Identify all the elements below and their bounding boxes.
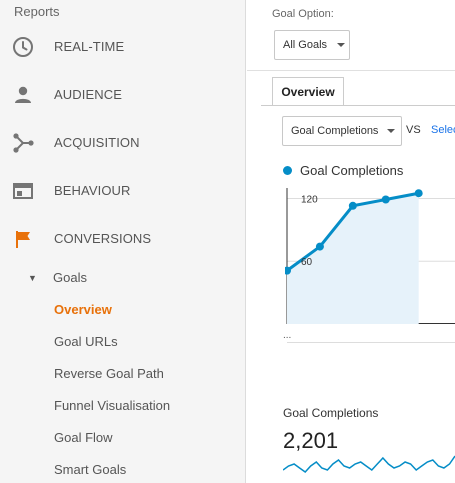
nav-label-conversions: CONVERSIONS xyxy=(54,230,152,246)
nav-label-behaviour: BEHAVIOUR xyxy=(54,182,131,198)
clock-icon xyxy=(12,36,34,58)
flag-icon xyxy=(12,228,34,250)
data-point xyxy=(348,201,357,210)
data-point xyxy=(381,195,390,204)
goals-toggle[interactable]: ▼ Goals xyxy=(28,270,128,286)
nav-item-behaviour[interactable]: BEHAVIOUR xyxy=(0,170,246,210)
legend-label: Goal Completions xyxy=(300,163,404,178)
sparkline-series xyxy=(283,455,455,473)
tab-overview[interactable]: Overview xyxy=(272,77,344,106)
sidebar: Reports REAL-TIME AUDIENCE ACQUISITION B… xyxy=(0,0,246,483)
behaviour-icon xyxy=(12,180,34,202)
goal-option-dropdown[interactable]: All Goals xyxy=(274,30,350,60)
chart-area xyxy=(287,193,419,324)
subnav-reverse-goal-path[interactable]: Reverse Goal Path xyxy=(54,366,164,381)
goals-label: Goals xyxy=(53,270,87,285)
person-icon xyxy=(12,84,34,106)
goal-option-label: Goal Option: xyxy=(272,8,334,20)
sparkline xyxy=(283,455,455,473)
legend-swatch xyxy=(283,166,292,175)
subnav-funnel-visualisation[interactable]: Funnel Visualisation xyxy=(54,398,171,413)
chart-baseline xyxy=(287,342,455,343)
chevron-down-icon xyxy=(387,129,395,133)
chevron-down-icon xyxy=(337,43,345,47)
data-point xyxy=(315,242,324,251)
divider xyxy=(247,70,455,71)
goal-option-value: All Goals xyxy=(283,39,328,51)
vs-label: VS xyxy=(406,124,421,136)
nav-label-audience: AUDIENCE xyxy=(54,86,122,102)
y-tick-label: 60 xyxy=(301,257,313,268)
reports-heading: Reports xyxy=(14,4,60,19)
main-panel: Goal Option: All Goals Overview Goal Com… xyxy=(247,0,455,483)
y-tick-label: 120 xyxy=(301,194,318,205)
summary-label: Goal Completions xyxy=(283,406,379,420)
data-point xyxy=(414,189,423,198)
metric-dropdown[interactable]: Goal Completions xyxy=(282,116,402,146)
tab-divider xyxy=(261,105,455,106)
nav-label-acquisition: ACQUISITION xyxy=(54,134,140,150)
data-point xyxy=(285,266,291,275)
nav-item-realtime[interactable]: REAL-TIME xyxy=(0,26,246,66)
subnav-smart-goals[interactable]: Smart Goals xyxy=(54,462,127,477)
subnav-goal-flow[interactable]: Goal Flow xyxy=(54,430,113,445)
select-metric-link[interactable]: Selec xyxy=(431,124,455,136)
acquisition-icon xyxy=(12,132,34,154)
nav-item-acquisition[interactable]: ACQUISITION xyxy=(0,122,246,162)
subnav-overview[interactable]: Overview xyxy=(54,302,112,317)
caret-down-icon: ▼ xyxy=(28,273,37,283)
nav-item-audience[interactable]: AUDIENCE xyxy=(0,74,246,114)
goal-completions-chart: 120 60 xyxy=(285,188,455,324)
nav-item-conversions[interactable]: CONVERSIONS xyxy=(0,218,246,258)
nav-label-realtime: REAL-TIME xyxy=(54,38,125,54)
summary-value: 2,201 xyxy=(283,428,339,453)
ellipsis-text: ... xyxy=(283,330,292,341)
subnav-goal-urls[interactable]: Goal URLs xyxy=(54,334,118,349)
metric-value: Goal Completions xyxy=(291,125,379,137)
